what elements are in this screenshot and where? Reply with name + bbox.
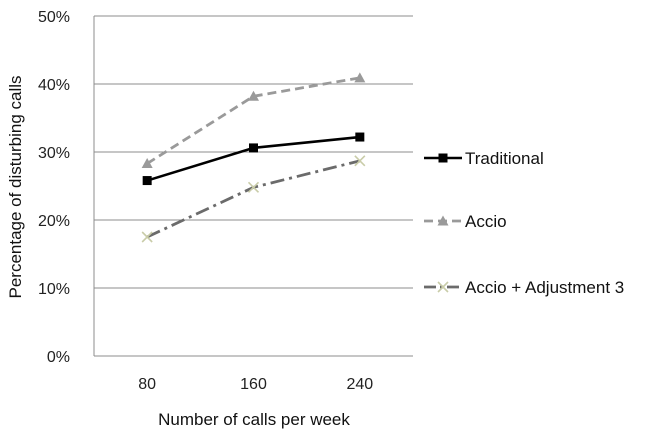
data-point-1-0 [141, 158, 153, 169]
legend-label: Traditional [465, 149, 544, 168]
data-point-0-0 [142, 176, 152, 186]
series-line-1 [146, 76, 361, 165]
data-point-1-2 [354, 72, 366, 83]
data-point-2-2 [354, 155, 366, 167]
legend-marker-2 [437, 281, 449, 293]
series-group [141, 72, 366, 243]
x-tick-labels: 80 160 240 [138, 376, 373, 393]
y-tick-labels: 0% 10% 20% 30% 40% 50% [38, 9, 70, 366]
y-tick-label: 50% [38, 9, 70, 26]
legend-label: Accio [465, 212, 507, 231]
legend: Traditional Accio Accio + Adjustment 3 [424, 149, 624, 297]
data-point-2-0 [141, 231, 153, 243]
gridlines [93, 15, 413, 357]
x-axis-title: Number of calls per week [158, 410, 350, 429]
y-axis-title: Percentage of disturbing calls [6, 75, 25, 298]
y-tick-label: 0% [47, 349, 70, 366]
y-tick-label: 10% [38, 281, 70, 298]
x-tick-label: 240 [346, 376, 373, 393]
x-tick-label: 160 [240, 376, 267, 393]
data-point-0-1 [249, 143, 258, 153]
data-point-2-1 [247, 181, 260, 193]
series-line-2 [146, 159, 361, 239]
data-point-0-2 [355, 132, 365, 142]
y-tick-label: 20% [38, 213, 70, 230]
legend-marker-0 [438, 153, 448, 163]
data-point-1-1 [248, 90, 259, 101]
x-tick-label: 80 [138, 376, 156, 393]
y-tick-label: 30% [38, 145, 70, 162]
legend-label: Accio + Adjustment 3 [465, 278, 624, 297]
legend-marker-1 [437, 215, 449, 226]
y-tick-label: 40% [38, 77, 70, 94]
